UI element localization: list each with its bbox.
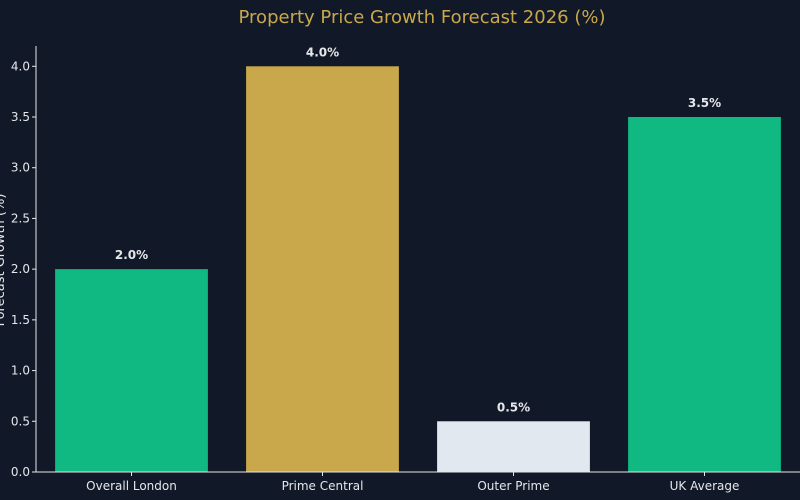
y-tick-label: 1.5 xyxy=(11,313,30,327)
x-axis-ticks: Overall London Prime Central Outer Prime UK… xyxy=(86,472,739,493)
value-label: 3.5% xyxy=(688,96,721,110)
y-axis-ticks: 0.0 0.5 1.0 1.5 2.0 2.5 3.0 3.5 4.0 xyxy=(11,59,36,479)
bar-prime-central xyxy=(246,66,399,473)
y-tick-label: 3.0 xyxy=(11,161,30,175)
x-tick-label: Prime Central xyxy=(282,479,364,493)
chart-title: Property Price Growth Forecast 2026 (%) xyxy=(239,7,606,28)
bars-group xyxy=(55,66,781,473)
x-tick-label: UK Average xyxy=(670,479,740,493)
y-tick-label: 0.5 xyxy=(11,414,30,428)
x-tick-label: Overall London xyxy=(86,479,177,493)
y-tick-label: 1.0 xyxy=(11,364,30,378)
y-tick-label: 2.0 xyxy=(11,262,30,276)
value-label: 2.0% xyxy=(115,248,148,262)
bar-uk-average xyxy=(628,117,781,472)
value-label: 0.5% xyxy=(497,400,530,414)
y-tick-label: 2.5 xyxy=(11,211,30,225)
y-tick-label: 0.0 xyxy=(11,465,30,479)
bar-outer-prime xyxy=(437,421,590,472)
y-axis-label: Forecast Growth (%) xyxy=(0,194,8,327)
x-tick-label: Outer Prime xyxy=(477,479,549,493)
bar-overall-london xyxy=(55,269,208,472)
value-labels-group: 2.0% 4.0% 0.5% 3.5% xyxy=(115,45,721,414)
y-tick-label: 3.5 xyxy=(11,110,30,124)
value-label: 4.0% xyxy=(306,45,339,59)
y-tick-label: 4.0 xyxy=(11,59,30,73)
